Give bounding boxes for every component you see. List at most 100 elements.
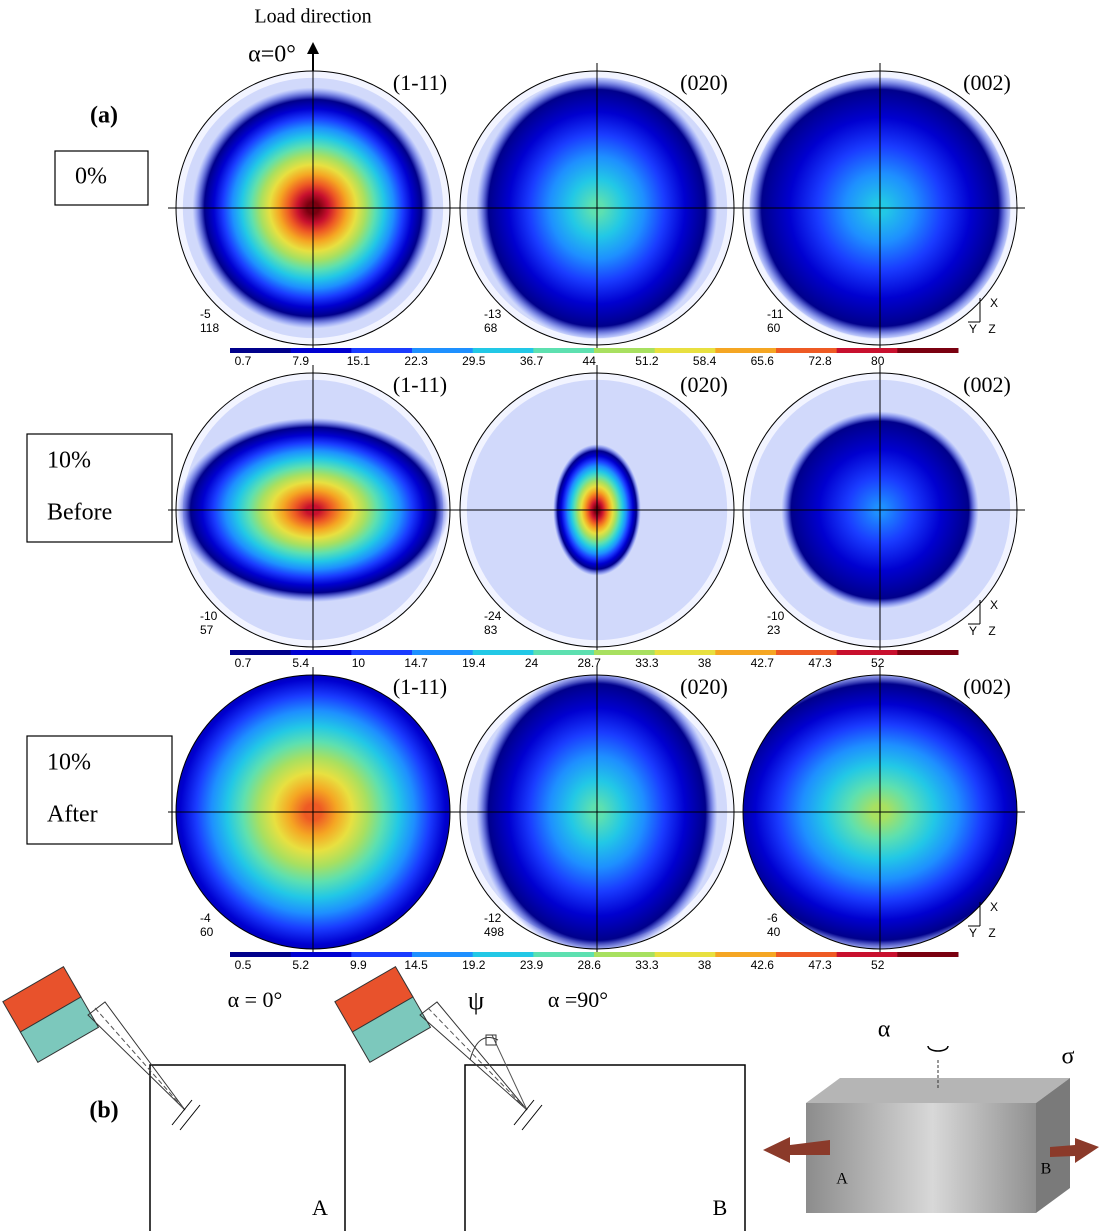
alpha-label: α (878, 1017, 891, 1043)
colorbar-segment (654, 348, 716, 353)
colorbar-label: 52 (871, 656, 885, 670)
plane-label: (002) (963, 674, 1011, 699)
force-arrow (1050, 1138, 1099, 1163)
colorbar-segment (715, 650, 777, 655)
alpha-label: α =90° (548, 987, 608, 1012)
beam-axis (427, 1007, 528, 1111)
colorbar-segment (776, 650, 838, 655)
pole-figure (735, 63, 1025, 353)
pole-figure (735, 667, 1025, 957)
colorbar-segment (351, 952, 413, 957)
sample-outline (149, 1064, 346, 1231)
colorbar-segment (776, 952, 838, 957)
min-label: -10 (767, 609, 785, 623)
colorbar-label: 22.3 (404, 354, 428, 368)
plane-label: (002) (963, 372, 1011, 397)
detector (2, 966, 100, 1063)
force-arrow (763, 1137, 830, 1163)
pole-figure (452, 63, 742, 353)
colorbar-segment (654, 952, 716, 957)
colorbar-label: 28.6 (578, 958, 602, 972)
pole-figure (168, 365, 458, 655)
surface-mark (521, 1104, 543, 1131)
colorbar-label: 47.3 (808, 958, 832, 972)
plane-label: (1-11) (393, 70, 447, 95)
plane-label: (1-11) (393, 372, 447, 397)
rotation-arrow (927, 1045, 949, 1052)
colorbar-label: 0.7 (235, 354, 252, 368)
panel-b: (b) α = 0° A ψ α =90° B (2, 966, 1099, 1231)
colorbar-label: 42.6 (751, 958, 775, 972)
colorbar-label: 80 (871, 354, 885, 368)
normal (491, 1034, 528, 1111)
colorbar-label: 29.5 (462, 354, 486, 368)
colorbar-label: 0.5 (235, 958, 252, 972)
row-label: After (47, 802, 98, 828)
min-label: -11 (767, 307, 784, 321)
row-label: 0% (75, 164, 107, 190)
colorbar-label: 33.3 (635, 656, 659, 670)
sample-label: A (312, 1195, 328, 1220)
colorbar-segment (351, 348, 413, 353)
load-direction: Load direction (254, 6, 371, 28)
colorbar-label: 15.1 (347, 354, 371, 368)
arrow-head (307, 42, 319, 54)
sample-top (806, 1078, 1070, 1103)
colorbar-label: 38 (698, 656, 712, 670)
max-label: 118 (200, 321, 219, 335)
colorbar-label: 14.7 (404, 656, 428, 670)
colorbar-label: 10 (352, 656, 366, 670)
colorbar-segment (836, 650, 898, 655)
max-label: 83 (484, 623, 498, 637)
max-label: 60 (200, 925, 214, 939)
sample-side (1036, 1078, 1070, 1213)
alpha-label: α = 0° (228, 987, 283, 1012)
colorbar-label: 33.3 (635, 958, 659, 972)
colorbar-segment (715, 952, 777, 957)
colorbar-segment (412, 952, 474, 957)
surface-mark (179, 1104, 201, 1131)
colorbar-segment (412, 348, 474, 353)
row-label: 10% (47, 448, 91, 474)
colorbar-label: 65.6 (751, 354, 775, 368)
max-label: 23 (767, 623, 781, 637)
colorbar-segment (594, 348, 656, 353)
min-label: -6 (767, 911, 778, 925)
max-label: 57 (200, 623, 214, 637)
colorbar-segment (897, 348, 959, 353)
plane-label: (020) (680, 674, 728, 699)
colorbar-label: 23.9 (520, 958, 544, 972)
colorbar-segment (290, 952, 352, 957)
colorbar-label: 52 (871, 958, 885, 972)
plane-label: (002) (963, 70, 1011, 95)
sample-front (806, 1103, 1036, 1213)
axis-label: Y (969, 926, 977, 940)
right-angle (485, 1034, 497, 1046)
colorbar-label: 0.7 (235, 656, 252, 670)
end-label: B (1041, 1161, 1052, 1178)
pole-figure (452, 365, 742, 655)
colorbar-segment (472, 348, 534, 353)
surface-mark (171, 1099, 193, 1126)
colorbar-label: 5.4 (292, 656, 309, 670)
axis-label: Z (988, 624, 995, 638)
colorbar-segment (533, 952, 595, 957)
colorbar-label: 24 (525, 656, 539, 670)
max-label: 68 (484, 321, 498, 335)
psi-arc (469, 1037, 499, 1061)
sigma-label: σ (1062, 1044, 1075, 1070)
colorbar-segment (776, 348, 838, 353)
colorbar-segment (533, 650, 595, 655)
pole-figure (168, 63, 458, 353)
min-label: -5 (200, 307, 211, 321)
row-label-box (26, 735, 173, 845)
min-label: -24 (484, 609, 502, 623)
beam (87, 1001, 186, 1111)
row-label: 10% (47, 750, 91, 776)
min-label: -13 (484, 307, 502, 321)
panel-label: (a) (90, 103, 118, 129)
min-label: -12 (484, 911, 502, 925)
colorbar-segment (836, 952, 898, 957)
row-label-box (26, 433, 173, 543)
